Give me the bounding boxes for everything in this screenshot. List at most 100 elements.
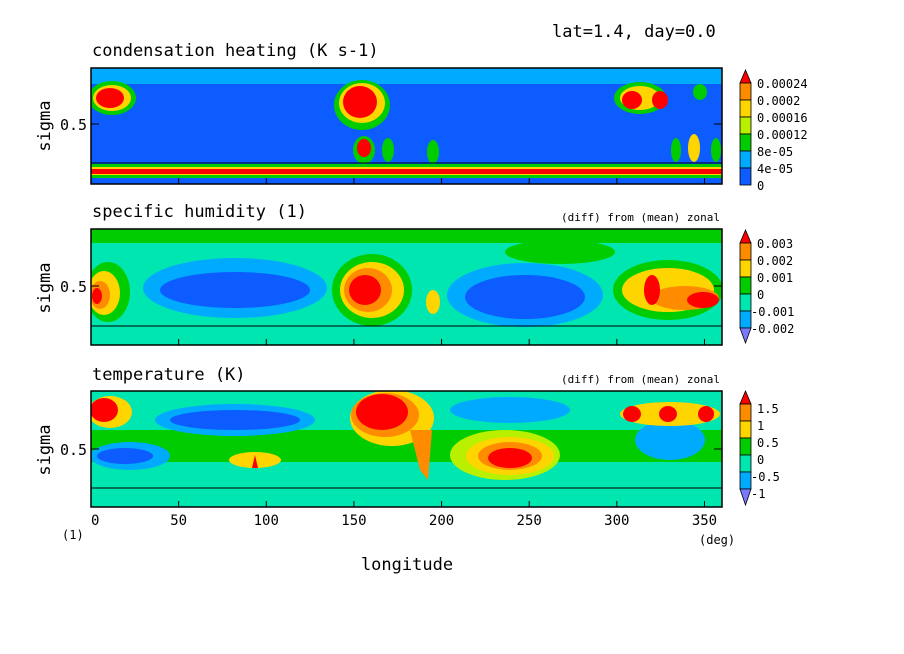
colorbar-box xyxy=(739,259,752,278)
panel-subtitle: (diff) from (mean) zonal xyxy=(561,211,720,224)
anomaly-region xyxy=(91,398,118,422)
x-tick-label: 50 xyxy=(170,513,187,529)
colorbar-box xyxy=(739,82,752,101)
heating-cell xyxy=(343,86,377,118)
colorbar-box xyxy=(739,310,752,329)
heating-cell xyxy=(688,134,700,162)
colorbar-top-arrow xyxy=(739,228,752,244)
anomaly-region xyxy=(644,275,660,305)
anomaly-region xyxy=(160,272,310,308)
x-tick-label: 350 xyxy=(692,513,717,529)
panel-specific-humidity: specific humidity (1) (diff) from (mean)… xyxy=(35,202,794,346)
colorbar-label: 0.5 xyxy=(757,436,779,450)
anomaly-region xyxy=(698,406,714,422)
colorbar-box xyxy=(739,276,752,295)
anomaly-region xyxy=(356,394,408,430)
heating-cell xyxy=(693,84,707,100)
y-axis-label: sigma xyxy=(35,262,55,313)
heatmap-field xyxy=(91,229,722,345)
anomaly-region xyxy=(659,406,677,422)
y-unit-label: (1) xyxy=(62,528,84,542)
x-tick-label: 250 xyxy=(517,513,542,529)
colorbar-label: -1 xyxy=(751,487,765,501)
colorbar-label: 1 xyxy=(757,419,764,433)
heating-cell xyxy=(427,140,439,164)
colorbar-label: 0.003 xyxy=(757,237,793,251)
colorbar-label: 0.00016 xyxy=(757,111,808,125)
anomaly-region xyxy=(92,288,102,304)
heating-cell xyxy=(622,91,642,109)
anomaly-region xyxy=(349,275,381,305)
header-text: lat=1.4, day=0.0 xyxy=(552,22,716,42)
x-axis-label: longitude xyxy=(361,555,453,575)
colorbar: 0.00024 0.0002 0.00016 0.00012 8e-05 4e-… xyxy=(739,68,808,193)
x-tick-label: 300 xyxy=(604,513,629,529)
colorbar-label: 0 xyxy=(757,453,764,467)
colorbar-top-arrow xyxy=(739,389,752,405)
panel-temperature: temperature (K) (diff) from (mean) zonal xyxy=(35,365,780,508)
panel-title: temperature (K) xyxy=(92,365,246,385)
x-tick-label: 100 xyxy=(254,513,279,529)
colorbar-label: 8e-05 xyxy=(757,145,793,159)
panel-title: condensation heating (K s-1) xyxy=(92,41,379,61)
x-unit-label: (deg) xyxy=(699,533,735,547)
heatmap-field xyxy=(91,391,722,507)
colorbar-box xyxy=(739,293,752,312)
colorbar-label: 0 xyxy=(757,179,764,193)
low-level-band xyxy=(91,169,722,174)
heating-cell xyxy=(357,139,371,157)
x-tick-label: 150 xyxy=(341,513,366,529)
colorbar-label: 0.00024 xyxy=(757,77,808,91)
y-tick-label: 0.5 xyxy=(60,116,87,134)
colorbar-box xyxy=(739,437,752,456)
colorbar-label: 0.0002 xyxy=(757,94,800,108)
colorbar-label: 0.00012 xyxy=(757,128,808,142)
heating-cell xyxy=(96,88,124,108)
anomaly-region xyxy=(465,275,585,319)
field-top-band xyxy=(91,68,722,84)
anomaly-region xyxy=(97,448,153,464)
y-tick-label: 0.5 xyxy=(60,441,87,459)
anomaly-region xyxy=(623,406,641,422)
colorbar-box xyxy=(739,242,752,261)
colorbar-box xyxy=(739,133,752,152)
colorbar-label: 0 xyxy=(757,288,764,302)
colorbar-box xyxy=(739,167,752,186)
anomaly-region xyxy=(426,290,440,314)
heating-cell xyxy=(671,138,681,162)
panel-subtitle: (diff) from (mean) zonal xyxy=(561,373,720,386)
x-tick-label: 0 xyxy=(91,513,99,529)
colorbar: 0.003 0.002 0.001 0 -0.001 -0.002 xyxy=(739,228,794,345)
colorbar-box xyxy=(739,454,752,473)
anomaly-region xyxy=(635,420,705,460)
panel-condensation-heating: condensation heating (K s-1) xyxy=(35,41,808,193)
colorbar-label: 1.5 xyxy=(757,402,779,416)
colorbar: 1.5 1 0.5 0 -0.5 -1 xyxy=(739,389,780,507)
colorbar-top-arrow xyxy=(739,68,752,84)
anomaly-region xyxy=(252,455,258,468)
colorbar-bottom-arrow xyxy=(739,327,752,345)
y-tick-label: 0.5 xyxy=(60,278,87,296)
anomaly-region xyxy=(450,397,570,423)
heating-cell xyxy=(382,138,394,162)
anomaly-region xyxy=(170,410,300,430)
heating-cell xyxy=(711,138,721,162)
anomaly-region xyxy=(488,448,532,468)
x-tick-label: 200 xyxy=(429,513,454,529)
colorbar-box xyxy=(739,99,752,118)
colorbar-label: -0.002 xyxy=(751,322,794,336)
heatmap-field xyxy=(91,68,722,184)
colorbar-box xyxy=(739,116,752,135)
panel-title: specific humidity (1) xyxy=(92,202,307,222)
plot-frame xyxy=(90,228,723,346)
colorbar-label: 0.002 xyxy=(757,254,793,268)
field-band xyxy=(91,229,722,243)
y-axis-label: sigma xyxy=(35,424,55,475)
colorbar-label: -0.001 xyxy=(751,305,794,319)
y-axis-label: sigma xyxy=(35,100,55,151)
colorbar-bottom-arrow xyxy=(739,488,752,507)
colorbar-label: 4e-05 xyxy=(757,162,793,176)
heating-cell xyxy=(652,91,668,109)
anomaly-region xyxy=(410,430,432,480)
